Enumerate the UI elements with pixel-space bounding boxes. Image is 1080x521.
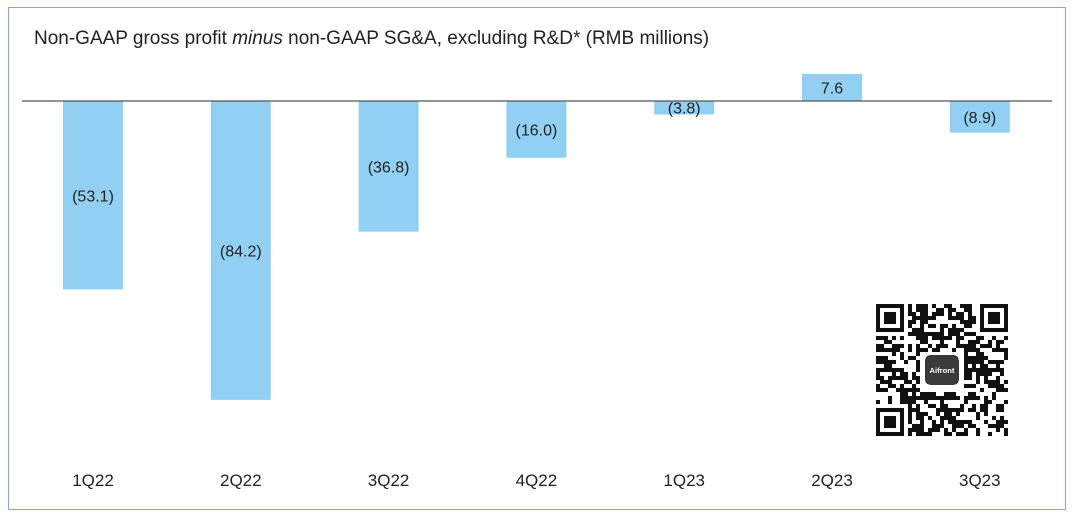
labels-group: (53.1) (84.2) (36.8) (16.0) (3.8) 7.6 (8.9) xyxy=(72,81,996,261)
bar-1Q23 xyxy=(654,101,715,115)
qr-badge-text: Aifront xyxy=(930,366,955,375)
tick-label-1Q23: 1Q23 xyxy=(663,471,705,490)
data-label-3Q22: (36.8) xyxy=(368,159,410,176)
tick-label-4Q22: 4Q22 xyxy=(516,471,558,490)
bars-group xyxy=(63,74,1010,400)
bar-3Q22 xyxy=(358,101,419,232)
title-part-1: Non-GAAP gross profit xyxy=(34,28,233,49)
chart-title: Non-GAAP gross profit minus non-GAAP SG&… xyxy=(34,28,709,50)
tick-label-2Q22: 2Q22 xyxy=(220,471,262,490)
bar-1Q22 xyxy=(63,101,123,290)
data-label-4Q22: (16.0) xyxy=(516,122,558,139)
title-italic: minus xyxy=(232,28,283,49)
bar-4Q22 xyxy=(506,101,567,158)
qr-code-icon: Aifront xyxy=(876,303,1008,437)
tick-label-2Q23: 2Q23 xyxy=(811,471,853,490)
data-label-2Q22: (84.2) xyxy=(220,243,262,260)
data-label-3Q23: (8.9) xyxy=(963,110,996,127)
data-label-1Q22: (53.1) xyxy=(72,188,114,205)
data-label-1Q23: (3.8) xyxy=(668,101,701,118)
tick-label-1Q22: 1Q22 xyxy=(72,471,114,490)
tick-label-3Q23: 3Q23 xyxy=(959,471,1001,490)
tick-labels-group: 1Q22 2Q22 3Q22 4Q22 1Q23 2Q23 3Q23 xyxy=(72,471,1000,490)
bar-2Q23 xyxy=(802,74,862,101)
data-label-2Q23: 7.6 xyxy=(821,81,843,98)
title-part-2: non-GAAP SG&A, excluding R&D* (RMB milli… xyxy=(282,28,710,49)
bar-3Q23 xyxy=(949,101,1010,133)
bar-2Q22 xyxy=(210,101,271,400)
tick-label-3Q22: 3Q22 xyxy=(368,471,410,490)
